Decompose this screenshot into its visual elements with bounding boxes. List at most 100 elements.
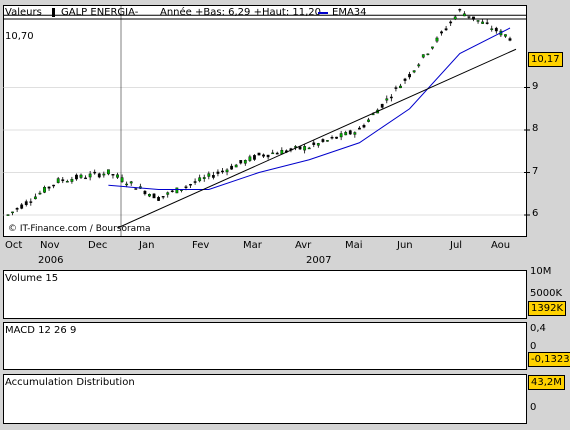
- month-mar: Mar: [243, 240, 262, 251]
- price-last-badge: 10,17: [528, 52, 563, 67]
- candle-body: [33, 196, 37, 200]
- price-ytick-8: 8: [532, 123, 539, 134]
- candle-body: [508, 38, 512, 41]
- accum-panel: [3, 374, 527, 424]
- candle-body: [458, 9, 462, 11]
- candle-body: [330, 136, 334, 139]
- macd-tick-0: 0: [530, 341, 537, 352]
- candle-body: [143, 190, 147, 195]
- candle-body: [166, 192, 170, 195]
- candle-body: [348, 130, 352, 135]
- candle-body: [207, 173, 211, 177]
- candle-body: [106, 169, 110, 175]
- candle-body: [271, 152, 275, 155]
- ema-line: [108, 27, 511, 190]
- candle-body: [316, 143, 320, 146]
- candle-body: [79, 174, 83, 178]
- macd-tick-04: 0,4: [530, 323, 546, 334]
- candle-body: [339, 133, 343, 138]
- legend-year-stats: Année +Bas: 6,29 +Haut: 11,20: [160, 7, 322, 18]
- candle-body: [216, 171, 220, 174]
- candle-body: [412, 70, 416, 73]
- candle-body: [435, 37, 439, 42]
- candle-body: [102, 173, 106, 176]
- candle-body: [97, 173, 101, 178]
- volume-panel: [3, 270, 527, 319]
- candle-body: [221, 170, 224, 173]
- candle-body: [248, 156, 252, 161]
- candle-body: [75, 174, 78, 180]
- candle-body: [426, 53, 430, 56]
- price-ytick-7: 7: [532, 166, 539, 177]
- month-aou: Aou: [491, 240, 511, 251]
- candle-body: [253, 155, 256, 160]
- candle-body: [116, 174, 119, 178]
- legend-ema: EMA34: [318, 7, 367, 18]
- macd-panel: [3, 322, 527, 370]
- candle-body: [421, 54, 425, 58]
- month-avr: Avr: [295, 240, 312, 251]
- candle-body: [15, 208, 19, 210]
- legend-valeurs: Valeurs: [5, 7, 42, 18]
- candle-body: [70, 179, 74, 182]
- candle-body: [394, 87, 398, 89]
- candle-body: [120, 177, 124, 183]
- accum-label: Accumulation Distribution: [5, 377, 135, 388]
- candle-body: [303, 146, 307, 151]
- candle-body: [184, 186, 188, 188]
- candle-body: [431, 46, 434, 49]
- candle-body: [134, 188, 138, 190]
- candle-body: [262, 154, 265, 157]
- candle-body: [321, 139, 325, 142]
- candle-body: [202, 177, 206, 179]
- candle-body: [440, 31, 443, 34]
- month-oct: Oct: [5, 240, 23, 251]
- legend-ema-icon: [318, 11, 328, 14]
- month-jun: Jun: [397, 240, 413, 251]
- candle-body: [476, 20, 480, 22]
- accum-last-badge: 43,2M: [528, 375, 565, 390]
- candle-body: [380, 103, 384, 108]
- candle-body: [367, 119, 370, 122]
- candle-body: [353, 132, 357, 135]
- candle-body: [462, 13, 466, 17]
- candle-body: [88, 173, 92, 178]
- candle-body: [125, 183, 129, 186]
- month-dec: Dec: [88, 240, 108, 251]
- month-fev: Fev: [192, 240, 210, 251]
- candle-body: [175, 187, 179, 194]
- trend-line: [117, 48, 517, 229]
- copyright: © IT-Finance.com / Boursorama: [8, 224, 151, 234]
- candle-body: [65, 181, 69, 183]
- candle-body: [444, 28, 448, 31]
- candle-body: [417, 64, 421, 67]
- candle-body: [6, 214, 10, 216]
- price-panel: [3, 5, 527, 237]
- candle-body: [243, 160, 247, 164]
- candle-body: [294, 146, 297, 148]
- volume-last-badge: 1392K: [528, 301, 567, 316]
- candle-body: [312, 142, 316, 145]
- month-jan: Jan: [139, 240, 155, 251]
- ref-line-label: 10,70: [5, 31, 34, 42]
- candle-body: [52, 184, 56, 187]
- volume-tick-10m: 10M: [530, 266, 552, 277]
- candle-body: [335, 136, 338, 139]
- candle-body: [56, 178, 60, 183]
- candle-body: [362, 125, 366, 128]
- candle-body: [326, 140, 329, 142]
- candle-body: [61, 179, 65, 182]
- candle-body: [389, 96, 393, 99]
- candle-body: [152, 193, 156, 199]
- candle-body: [399, 85, 402, 89]
- candle-body: [193, 181, 197, 183]
- candle-body: [157, 197, 160, 201]
- candle-body: [307, 147, 311, 150]
- year-2007: 2007: [306, 255, 332, 266]
- candle-body: [453, 16, 457, 20]
- candle-body: [198, 177, 202, 182]
- accum-tick-0: 0: [530, 402, 537, 413]
- candle-body: [403, 78, 407, 81]
- candle-body: [84, 177, 87, 180]
- candle-body: [449, 21, 453, 24]
